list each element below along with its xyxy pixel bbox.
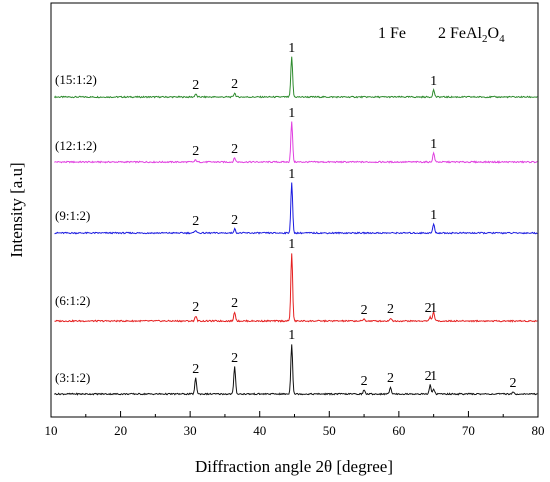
peak-label: 2 bbox=[192, 78, 199, 93]
peak-label: 2 bbox=[509, 376, 516, 391]
x-tick-label: 80 bbox=[532, 423, 545, 438]
series-line bbox=[54, 253, 538, 323]
x-tick-label: 20 bbox=[114, 423, 127, 438]
peak-label: 1 bbox=[430, 74, 437, 89]
peak-label: 1 bbox=[288, 328, 295, 343]
x-tick-label: 60 bbox=[392, 423, 405, 438]
series-label: (15:1:2) bbox=[55, 72, 97, 87]
peak-label: 1 bbox=[288, 237, 295, 252]
series-line bbox=[54, 344, 538, 396]
peak-label: 2 bbox=[231, 142, 238, 157]
peak-label: 2 bbox=[425, 301, 432, 316]
peak-label: 1 bbox=[288, 167, 295, 182]
series-label: (3:1:2) bbox=[55, 370, 90, 385]
peak-label: 2 bbox=[192, 144, 199, 159]
peak-label: 2 bbox=[192, 362, 199, 377]
peak-label: 2 bbox=[387, 302, 394, 317]
legend-fe: 1 Fe bbox=[378, 25, 406, 42]
x-tick-label: 50 bbox=[323, 423, 336, 438]
series-line bbox=[54, 121, 538, 164]
x-axis-title: Diffraction angle 2θ [degree] bbox=[195, 457, 393, 476]
peak-label: 1 bbox=[430, 208, 437, 223]
plot-frame bbox=[50, 2, 539, 418]
x-axis-ticks: 10 20 30 40 50 60 70 80 bbox=[45, 411, 545, 438]
x-tick-label: 40 bbox=[253, 423, 266, 438]
peak-label: 2 bbox=[231, 351, 238, 366]
series-label: (9:1:2) bbox=[55, 208, 90, 223]
legend: 1 Fe 2 FeAl2O4 bbox=[378, 25, 505, 45]
series-layer: (15:1:2) 2 211(12:1:2) 2 211(9:1:2) 2 211(6:1:… bbox=[54, 41, 538, 396]
peak-label: 1 bbox=[430, 301, 437, 316]
series-line bbox=[54, 56, 538, 99]
series-1: (12:1:2) 2 2 1 1 bbox=[54, 106, 538, 164]
series-3: (6:1:2) 2 212 2 21 bbox=[54, 237, 538, 323]
y-axis-title: Intensity [a.u] bbox=[7, 162, 26, 257]
x-tick-label: 10 bbox=[45, 423, 58, 438]
peak-label: 2 bbox=[231, 296, 238, 311]
x-tick-label: 30 bbox=[184, 423, 197, 438]
series-label: (6:1:2) bbox=[55, 293, 90, 308]
peak-label: 2 bbox=[231, 77, 238, 92]
peak-label: 2 bbox=[361, 303, 368, 318]
peak-label: 1 bbox=[430, 369, 437, 384]
peak-label: 1 bbox=[430, 137, 437, 152]
series-2: (9:1:2) 2 2 1 1 bbox=[54, 167, 538, 235]
peak-label: 2 bbox=[231, 213, 238, 228]
legend-feal2o4: 2 FeAl2O4 bbox=[438, 25, 505, 45]
peak-label: 2 bbox=[192, 300, 199, 315]
series-label: (12:1:2) bbox=[55, 138, 97, 153]
series-line bbox=[54, 182, 538, 235]
peak-label: 1 bbox=[288, 106, 295, 121]
peak-label: 1 bbox=[288, 41, 295, 56]
peak-label: 2 bbox=[192, 214, 199, 229]
peak-label: 2 bbox=[361, 374, 368, 389]
peak-label: 2 bbox=[425, 369, 432, 384]
series-0: (15:1:2) 2 2 1 1 bbox=[54, 41, 538, 99]
x-tick-label: 70 bbox=[462, 423, 475, 438]
peak-label: 2 bbox=[387, 371, 394, 386]
